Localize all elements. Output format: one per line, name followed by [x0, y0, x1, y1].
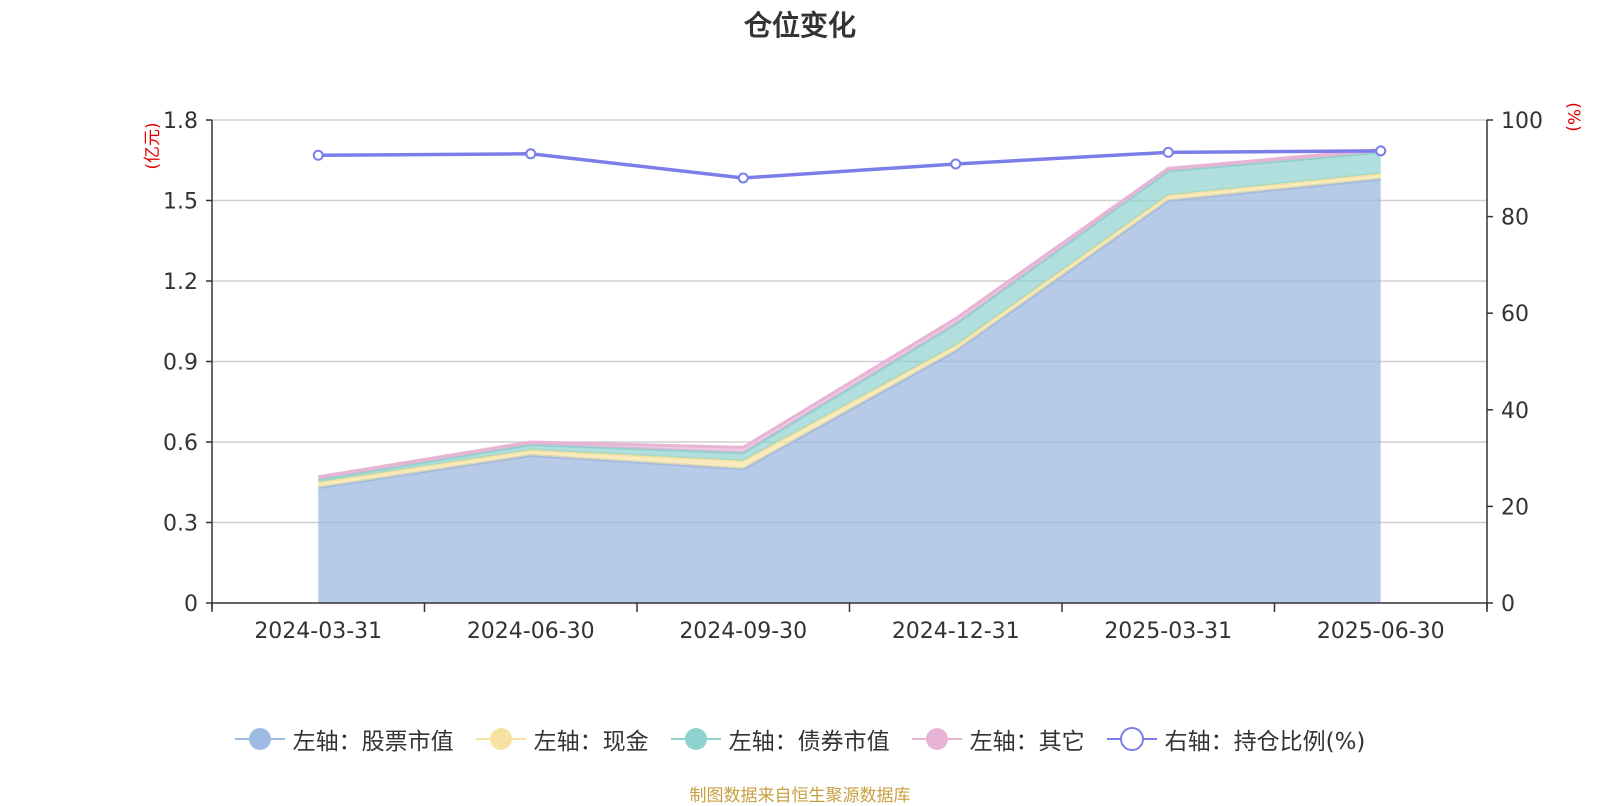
ratio-point	[1162, 146, 1174, 158]
left-axis-tick-label: 1.5	[163, 190, 198, 215]
right-axis-tick-label: 20	[1501, 495, 1529, 520]
left-axis-tick-label: 0.9	[163, 351, 198, 376]
legend: 左轴：股票市值 左轴：现金 左轴：债券市值 左轴：其它 右轴：持仓比例(%)	[0, 722, 1600, 756]
x-axis-tick-label: 2025-06-30	[1317, 619, 1445, 644]
chart-title: 仓位变化	[743, 9, 856, 42]
legend-label: 左轴：现金	[533, 729, 649, 755]
left-axis-tick-label: 1.8	[163, 109, 198, 134]
ratio-point	[312, 149, 324, 161]
left-axis-tick-label: 1.2	[163, 270, 198, 295]
legend-symbol	[234, 728, 285, 750]
axes: 0 0.3 0.6 0.9 1.2 1.5 1.8 0 20 40 60 80 100 2024-03-3…	[163, 109, 1543, 644]
x-axis-tick-label: 2024-03-31	[254, 619, 382, 644]
x-axis-tick-label: 2024-12-31	[892, 619, 1020, 644]
legend-symbol	[475, 728, 526, 750]
x-axis-tick-label: 2024-09-30	[679, 619, 807, 644]
x-axis-tick-label: 2024-06-30	[467, 619, 595, 644]
area-0	[318, 179, 1381, 604]
right-axis-tick-label: 100	[1501, 109, 1543, 134]
legend-label: 左轴：其它	[969, 729, 1085, 755]
ratio-point	[737, 172, 749, 184]
left-axis-tick-label: 0	[184, 592, 198, 617]
ratio-point	[950, 158, 962, 170]
legend-symbol	[1106, 727, 1157, 751]
right-axis-tick-label: 0	[1501, 592, 1515, 617]
left-axis-unit: (亿元)	[143, 122, 163, 169]
legend-label: 右轴：持仓比例(%)	[1164, 729, 1366, 755]
left-axis-tick-label: 0.3	[163, 512, 198, 537]
legend-symbol	[911, 728, 962, 750]
stacked-areas	[318, 148, 1381, 604]
left-axis-tick-label: 0.6	[163, 431, 198, 456]
ratio-line	[312, 145, 1387, 184]
x-axis-tick-label: 2025-03-31	[1104, 619, 1232, 644]
ratio-point	[1375, 145, 1387, 157]
legend-label: 左轴：债券市值	[728, 729, 890, 755]
legend-item[interactable]: 左轴：债券市值	[670, 722, 890, 756]
ratio-point	[525, 148, 537, 160]
legend-item[interactable]: 左轴：现金	[475, 722, 649, 756]
data-source-note: 制图数据来自恒生聚源数据库	[689, 786, 911, 806]
legend-item[interactable]: 左轴：股票市值	[234, 722, 454, 756]
ratio-line-path	[318, 149, 1381, 180]
right-axis-tick-label: 60	[1501, 302, 1529, 327]
legend-symbol	[670, 728, 721, 750]
area-edge-3	[318, 148, 1381, 479]
right-axis-tick-label: 80	[1501, 206, 1529, 231]
legend-item[interactable]: 右轴：持仓比例(%)	[1106, 722, 1366, 756]
legend-item[interactable]: 左轴：其它	[911, 722, 1085, 756]
right-axis-unit: (%)	[1563, 102, 1583, 131]
right-axis-tick-label: 40	[1501, 399, 1529, 424]
legend-label: 左轴：股票市值	[292, 729, 454, 755]
